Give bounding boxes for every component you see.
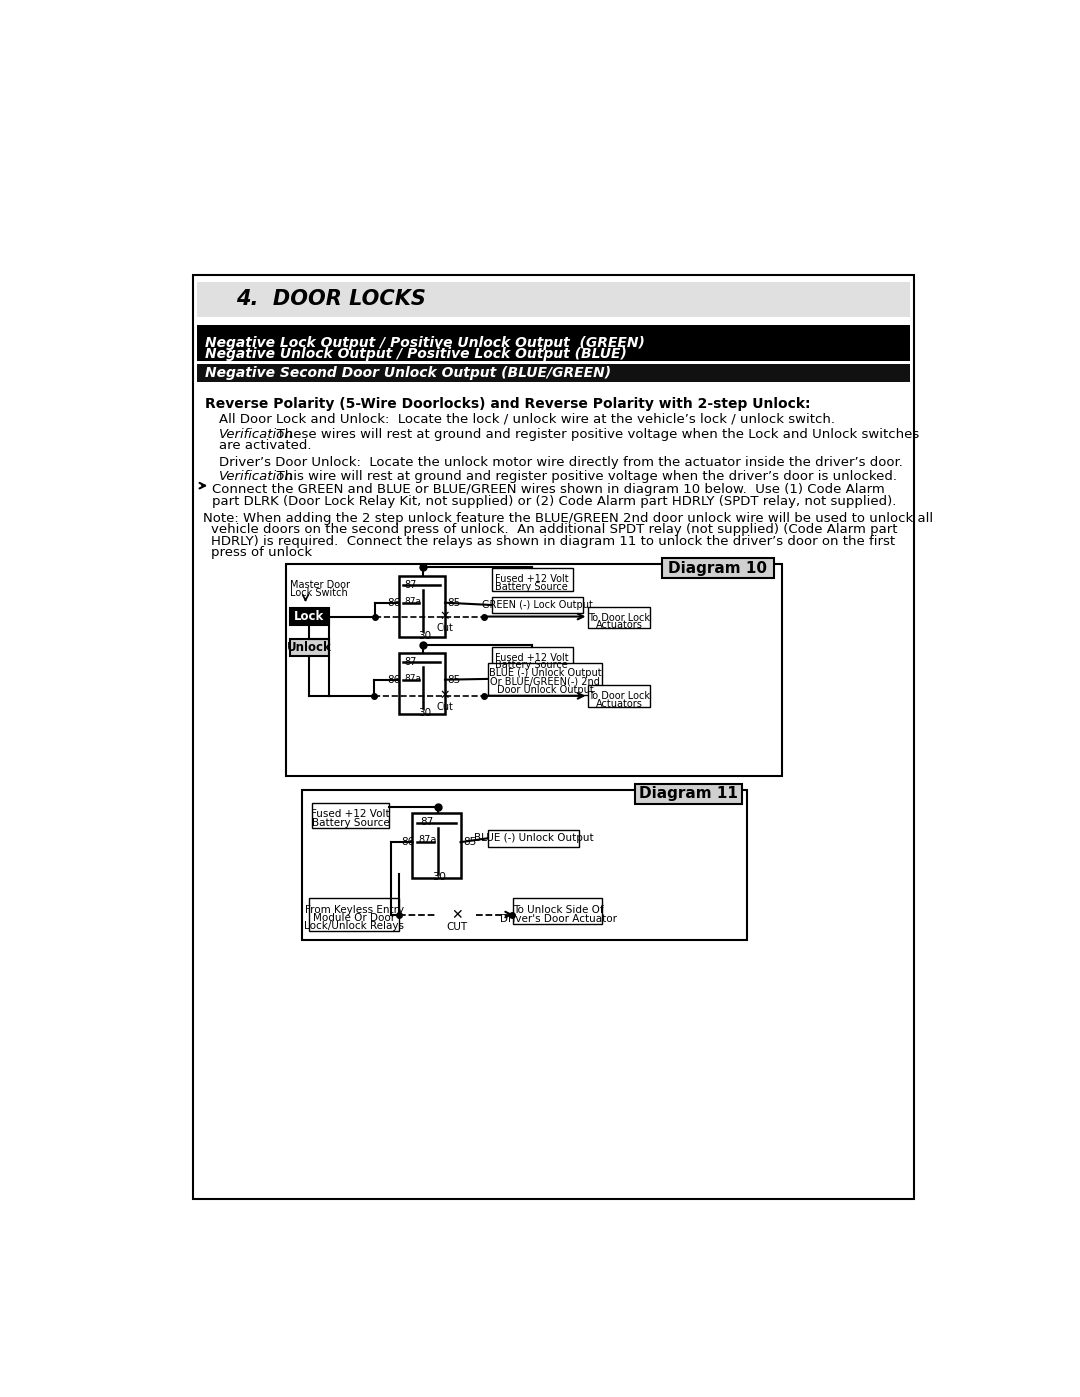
FancyBboxPatch shape bbox=[309, 898, 399, 932]
Text: 87a: 87a bbox=[404, 597, 421, 605]
Text: Lock Switch: Lock Switch bbox=[291, 588, 348, 598]
FancyBboxPatch shape bbox=[197, 365, 910, 383]
Text: 87: 87 bbox=[405, 580, 417, 590]
Text: CUT: CUT bbox=[446, 922, 468, 932]
FancyBboxPatch shape bbox=[488, 830, 579, 847]
Text: : These wires will rest at ground and register positive voltage when the Lock an: : These wires will rest at ground and re… bbox=[268, 427, 919, 441]
FancyBboxPatch shape bbox=[491, 647, 572, 669]
Text: BLUE (-) Unlock Output: BLUE (-) Unlock Output bbox=[488, 668, 602, 678]
Text: To Door Lock: To Door Lock bbox=[589, 613, 650, 623]
Text: 30: 30 bbox=[419, 631, 432, 641]
FancyBboxPatch shape bbox=[488, 662, 603, 696]
FancyBboxPatch shape bbox=[291, 608, 328, 624]
FancyBboxPatch shape bbox=[291, 638, 328, 655]
Text: Negative Unlock Output / Positive Lock Output (BLUE): Negative Unlock Output / Positive Lock O… bbox=[205, 346, 626, 360]
FancyBboxPatch shape bbox=[635, 784, 742, 803]
FancyBboxPatch shape bbox=[589, 685, 650, 707]
Text: To Unlock Side Of: To Unlock Side Of bbox=[513, 905, 604, 915]
Text: Fused +12 Volt: Fused +12 Volt bbox=[495, 652, 568, 662]
Text: Lock: Lock bbox=[294, 610, 324, 623]
Text: HDRLY) is required.  Connect the relays as shown in diagram 11 to unlock the dri: HDRLY) is required. Connect the relays a… bbox=[211, 535, 895, 548]
FancyBboxPatch shape bbox=[193, 275, 914, 1200]
Text: Driver's Door Actuator: Driver's Door Actuator bbox=[500, 914, 617, 923]
Text: GREEN (-) Lock Output: GREEN (-) Lock Output bbox=[482, 599, 593, 610]
FancyBboxPatch shape bbox=[513, 898, 603, 923]
Text: From Keyless Entry: From Keyless Entry bbox=[305, 904, 404, 915]
Text: 85: 85 bbox=[447, 675, 460, 685]
Text: 4.  DOOR LOCKS: 4. DOOR LOCKS bbox=[235, 289, 426, 309]
Text: BLUE (-) Unlock Output: BLUE (-) Unlock Output bbox=[473, 833, 593, 844]
FancyBboxPatch shape bbox=[399, 576, 445, 637]
Text: 85: 85 bbox=[463, 837, 476, 847]
Text: Negative Second Door Unlock Output (BLUE/GREEN): Negative Second Door Unlock Output (BLUE… bbox=[205, 366, 611, 380]
Text: Driver’s Door Unlock:  Locate the unlock motor wire directly from the actuator i: Driver’s Door Unlock: Locate the unlock … bbox=[218, 455, 903, 468]
Text: vehicle doors on the second press of unlock.  An additional SPDT relay (not supp: vehicle doors on the second press of unl… bbox=[211, 524, 897, 536]
Text: Diagram 10: Diagram 10 bbox=[669, 560, 767, 576]
Text: Negative Lock Output / Positive Unlock Output  (GREEN): Negative Lock Output / Positive Unlock O… bbox=[205, 335, 645, 349]
Text: Unlock: Unlock bbox=[287, 641, 332, 654]
Text: 30: 30 bbox=[433, 872, 447, 882]
FancyBboxPatch shape bbox=[197, 282, 910, 317]
Text: ✕: ✕ bbox=[440, 610, 450, 623]
Text: Module Or Door: Module Or Door bbox=[313, 914, 395, 923]
Text: Actuators: Actuators bbox=[596, 620, 643, 630]
Text: Fused +12 Volt: Fused +12 Volt bbox=[311, 809, 390, 819]
FancyBboxPatch shape bbox=[301, 789, 747, 940]
Text: Or BLUE/GREEN(-) 2nd: Or BLUE/GREEN(-) 2nd bbox=[490, 676, 599, 686]
Text: Verification: Verification bbox=[218, 471, 294, 483]
Text: Connect the GREEN and BLUE or BLUE/GREEN wires shown in diagram 10 below.  Use (: Connect the GREEN and BLUE or BLUE/GREEN… bbox=[213, 483, 886, 496]
Text: Diagram 11: Diagram 11 bbox=[639, 787, 738, 800]
Text: Lock/Unlock Relays: Lock/Unlock Relays bbox=[305, 922, 404, 932]
Text: are activated.: are activated. bbox=[218, 440, 311, 453]
Text: part DLRK (Door Lock Relay Kit, not supplied) or (2) Code Alarm part HDRLY (SPDT: part DLRK (Door Lock Relay Kit, not supp… bbox=[213, 495, 896, 509]
Text: Door Unlock Output: Door Unlock Output bbox=[497, 685, 593, 696]
FancyBboxPatch shape bbox=[413, 813, 460, 879]
Text: press of unlock: press of unlock bbox=[211, 546, 312, 559]
Text: Master Door: Master Door bbox=[291, 580, 350, 591]
FancyBboxPatch shape bbox=[312, 803, 389, 828]
FancyBboxPatch shape bbox=[589, 606, 650, 629]
Text: Cut: Cut bbox=[436, 703, 454, 712]
Text: ✕: ✕ bbox=[450, 908, 462, 922]
FancyBboxPatch shape bbox=[399, 652, 445, 714]
Text: Verification: Verification bbox=[218, 427, 294, 441]
Text: 30: 30 bbox=[419, 708, 432, 718]
Text: Battery Source: Battery Source bbox=[496, 583, 568, 592]
Text: 86: 86 bbox=[402, 837, 415, 847]
FancyBboxPatch shape bbox=[662, 557, 774, 578]
Text: Actuators: Actuators bbox=[596, 698, 643, 708]
Text: 85: 85 bbox=[447, 598, 460, 608]
Text: Reverse Polarity (5-Wire Doorlocks) and Reverse Polarity with 2-step Unlock:: Reverse Polarity (5-Wire Doorlocks) and … bbox=[205, 397, 810, 411]
Text: 87: 87 bbox=[405, 657, 417, 666]
Text: 87a: 87a bbox=[419, 835, 437, 845]
FancyBboxPatch shape bbox=[286, 564, 782, 775]
Text: Battery Source: Battery Source bbox=[311, 817, 389, 827]
Text: To Door Lock: To Door Lock bbox=[589, 692, 650, 701]
Text: Battery Source: Battery Source bbox=[496, 661, 568, 671]
FancyBboxPatch shape bbox=[197, 326, 910, 360]
Text: Fused +12 Volt: Fused +12 Volt bbox=[495, 574, 568, 584]
Text: 86: 86 bbox=[388, 598, 401, 608]
Text: 87a: 87a bbox=[404, 673, 421, 683]
Text: All Door Lock and Unlock:  Locate the lock / unlock wire at the vehicle’s lock /: All Door Lock and Unlock: Locate the loc… bbox=[218, 412, 835, 426]
Text: 86: 86 bbox=[388, 675, 401, 685]
Text: Cut: Cut bbox=[436, 623, 454, 633]
Text: 87: 87 bbox=[420, 817, 433, 827]
Text: Note: When adding the 2 step unlock feature the BLUE/GREEN 2nd door unlock wire : Note: When adding the 2 step unlock feat… bbox=[203, 511, 933, 525]
Text: ✕: ✕ bbox=[440, 689, 450, 703]
FancyBboxPatch shape bbox=[491, 598, 583, 613]
FancyBboxPatch shape bbox=[491, 569, 572, 591]
Text: : This wire will rest at ground and register positive voltage when the driver’s : : This wire will rest at ground and regi… bbox=[268, 471, 897, 483]
